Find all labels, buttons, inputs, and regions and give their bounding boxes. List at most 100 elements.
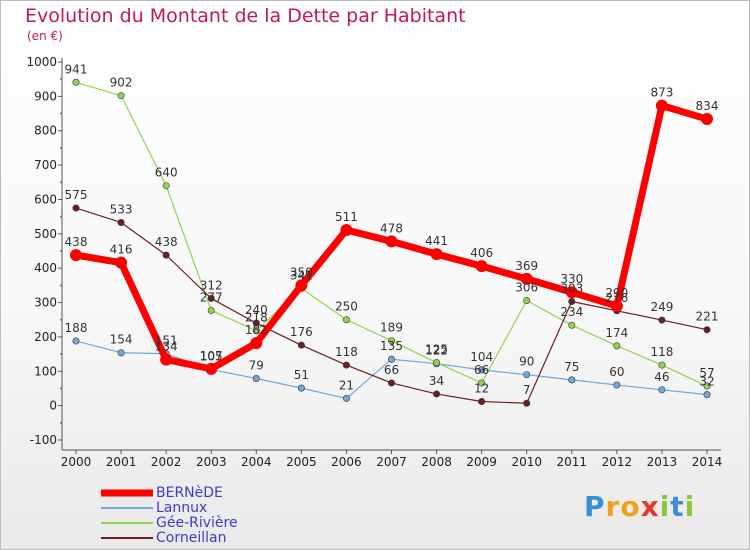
y-axis-unit-label: (en €): [27, 29, 63, 43]
x-tick-label: 2008: [421, 455, 452, 469]
data-point-corneillan: [703, 326, 711, 334]
data-point-bernede: [430, 248, 443, 261]
data-label-corneillan: 249: [650, 300, 673, 314]
data-label-gee-riviere: 306: [515, 280, 538, 294]
data-point-corneillan: [658, 316, 666, 324]
data-point-gee-riviere: [433, 359, 441, 367]
data-point-lannux: [613, 381, 621, 389]
y-tick-label: 1000: [26, 55, 57, 69]
data-label-corneillan: 438: [155, 235, 178, 249]
data-label-bernede: 182: [245, 323, 268, 337]
data-label-gee-riviere: 250: [335, 300, 358, 314]
data-label-bernede: 330: [560, 272, 583, 286]
logo-letter: o: [620, 490, 641, 523]
data-label-corneillan: 118: [335, 345, 358, 359]
x-tick-label: 2001: [106, 455, 137, 469]
data-label-corneillan: 34: [429, 374, 444, 388]
data-point-bernede: [295, 279, 308, 292]
data-label-corneillan: 176: [290, 325, 313, 339]
x-tick-label: 2004: [241, 455, 272, 469]
data-point-lannux: [297, 384, 305, 392]
x-tick-label: 2006: [331, 455, 362, 469]
data-point-bernede: [70, 249, 82, 262]
data-label-lannux: 154: [110, 333, 133, 347]
data-point-bernede: [205, 362, 218, 375]
y-minor-tick: [60, 250, 62, 252]
data-label-bernede: 478: [380, 221, 403, 235]
data-label-lannux: 79: [249, 358, 264, 372]
x-tick-label: 2005: [286, 455, 317, 469]
data-labels: 188 154 151 105 79 51 21 135 122 104 90 75 60 46 32 941…: [65, 62, 719, 397]
data-label-lannux: 188: [65, 321, 88, 335]
logo-letter: i: [684, 490, 696, 523]
data-label-corneillan: 575: [65, 188, 88, 202]
data-label-gee-riviere: 57: [699, 366, 714, 380]
data-point-gee-riviere: [658, 361, 666, 369]
legend-label-lannux: Lannux: [156, 500, 208, 516]
data-label-bernede: 416: [110, 243, 133, 257]
data-point-lannux: [387, 355, 395, 363]
y-tick-label: 0: [49, 399, 57, 413]
data-point-gee-riviere: [703, 382, 711, 390]
x-tick-label: 2009: [466, 455, 497, 469]
data-label-lannux: 60: [609, 365, 624, 379]
data-point-lannux: [117, 349, 125, 357]
data-point-lannux: [568, 376, 576, 384]
data-point-corneillan: [433, 390, 441, 398]
data-label-lannux: 46: [654, 370, 669, 384]
data-point-corneillan: [478, 398, 486, 406]
data-label-bernede: 107: [200, 349, 223, 363]
data-label-lannux: 32: [699, 375, 714, 389]
data-label-corneillan: 533: [110, 202, 133, 216]
data-point-gee-riviere: [342, 316, 350, 324]
chart-title: Evolution du Montant de la Dette par Hab…: [25, 5, 466, 27]
data-point-gee-riviere: [162, 182, 170, 190]
legend-label-bernede: BERNèDE: [156, 485, 223, 501]
data-point-bernede: [475, 260, 488, 273]
x-tick-label: 2012: [602, 455, 633, 469]
data-label-gee-riviere: 640: [155, 166, 178, 180]
data-point-gee-riviere: [568, 321, 576, 329]
data-label-lannux: 105: [200, 350, 223, 364]
y-tick-label: 100: [34, 364, 57, 378]
data-label-bernede: 511: [335, 210, 358, 224]
data-label-gee-riviere: 341: [290, 268, 313, 282]
y-minor-tick: [60, 284, 62, 287]
y-minor-tick: [60, 215, 62, 218]
data-point-bernede: [520, 272, 533, 285]
x-tick-label: 2011: [557, 455, 588, 469]
data-label-lannux: 75: [564, 360, 579, 374]
data-point-lannux: [523, 371, 531, 379]
y-tick-label: -100: [30, 433, 57, 447]
data-label-lannux: 135: [380, 339, 403, 353]
data-point-corneillan: [207, 294, 215, 302]
data-point-gee-riviere: [387, 337, 395, 345]
y-tick-label: 900: [34, 89, 57, 103]
y-tick-label: 700: [34, 158, 57, 172]
data-label-gee-riviere: 941: [65, 62, 88, 76]
data-label-bernede: 873: [650, 86, 673, 100]
data-label-gee-riviere: 902: [110, 76, 133, 90]
data-point-gee-riviere: [613, 342, 621, 350]
data-point-corneillan: [387, 379, 395, 387]
data-point-bernede: [655, 99, 668, 112]
data-label-corneillan: 7: [523, 383, 531, 397]
y-minor-tick: [60, 421, 62, 424]
logo-letter: t: [670, 490, 685, 523]
data-point-corneillan: [523, 399, 531, 407]
data-label-corneillan: 66: [384, 363, 399, 377]
data-point-bernede: [340, 224, 353, 237]
data-label-bernede: 369: [515, 259, 538, 273]
data-point-bernede: [385, 235, 398, 248]
data-point-bernede: [250, 337, 263, 350]
data-point-lannux: [478, 366, 486, 374]
data-label-gee-riviere: 125: [425, 343, 448, 357]
data-point-lannux: [342, 394, 350, 402]
data-point-bernede: [701, 113, 713, 126]
data-label-corneillan: 276: [605, 291, 628, 305]
data-label-lannux: 21: [339, 378, 354, 392]
data-point-corneillan: [297, 341, 305, 349]
data-label-gee-riviere: 218: [245, 311, 268, 325]
data-label-lannux: 104: [470, 350, 493, 364]
